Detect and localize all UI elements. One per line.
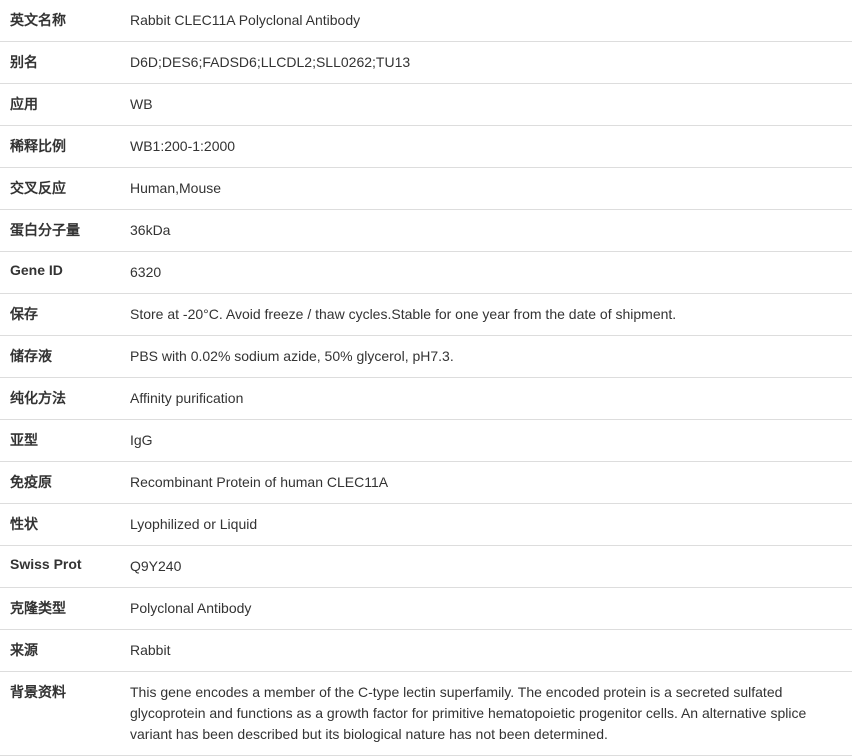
row-value: Store at -20°C. Avoid freeze / thaw cycl… — [130, 294, 852, 336]
table-row: 交叉反应 Human,Mouse — [0, 168, 852, 210]
row-value: 36kDa — [130, 210, 852, 252]
table-row: 储存液 PBS with 0.02% sodium azide, 50% gly… — [0, 336, 852, 378]
row-label: 免疫原 — [0, 462, 130, 504]
row-value: Q9Y240 — [130, 546, 852, 588]
table-row: 来源 Rabbit — [0, 630, 852, 672]
specifications-table: 英文名称 Rabbit CLEC11A Polyclonal Antibody … — [0, 0, 852, 756]
row-value: 6320 — [130, 252, 852, 294]
row-value: WB — [130, 84, 852, 126]
row-value: Lyophilized or Liquid — [130, 504, 852, 546]
row-label: 纯化方法 — [0, 378, 130, 420]
row-label: 性状 — [0, 504, 130, 546]
table-row: 稀释比例 WB1:200-1:2000 — [0, 126, 852, 168]
row-label: 亚型 — [0, 420, 130, 462]
table-row: Gene ID 6320 — [0, 252, 852, 294]
row-value: D6D;DES6;FADSD6;LLCDL2;SLL0262;TU13 — [130, 42, 852, 84]
row-value: Rabbit — [130, 630, 852, 672]
row-value: This gene encodes a member of the C-type… — [130, 672, 852, 756]
table-row: 性状 Lyophilized or Liquid — [0, 504, 852, 546]
table-row: 免疫原 Recombinant Protein of human CLEC11A — [0, 462, 852, 504]
row-label: 蛋白分子量 — [0, 210, 130, 252]
spec-table-body: 英文名称 Rabbit CLEC11A Polyclonal Antibody … — [0, 0, 852, 756]
table-row: 英文名称 Rabbit CLEC11A Polyclonal Antibody — [0, 0, 852, 42]
table-row: 保存 Store at -20°C. Avoid freeze / thaw c… — [0, 294, 852, 336]
row-label: 背景资料 — [0, 672, 130, 756]
row-value: Affinity purification — [130, 378, 852, 420]
table-row: 背景资料 This gene encodes a member of the C… — [0, 672, 852, 756]
row-label: 交叉反应 — [0, 168, 130, 210]
table-row: 蛋白分子量 36kDa — [0, 210, 852, 252]
row-label: 来源 — [0, 630, 130, 672]
table-row: 应用 WB — [0, 84, 852, 126]
row-label: Swiss Prot — [0, 546, 130, 588]
table-row: 亚型 IgG — [0, 420, 852, 462]
row-value: PBS with 0.02% sodium azide, 50% glycero… — [130, 336, 852, 378]
row-label: 储存液 — [0, 336, 130, 378]
row-label: 稀释比例 — [0, 126, 130, 168]
row-value: Polyclonal Antibody — [130, 588, 852, 630]
table-row: 别名 D6D;DES6;FADSD6;LLCDL2;SLL0262;TU13 — [0, 42, 852, 84]
row-label: Gene ID — [0, 252, 130, 294]
row-label: 别名 — [0, 42, 130, 84]
table-row: 克隆类型 Polyclonal Antibody — [0, 588, 852, 630]
table-row: Swiss Prot Q9Y240 — [0, 546, 852, 588]
row-value: Recombinant Protein of human CLEC11A — [130, 462, 852, 504]
row-value: Human,Mouse — [130, 168, 852, 210]
row-label: 应用 — [0, 84, 130, 126]
row-label: 保存 — [0, 294, 130, 336]
table-row: 纯化方法 Affinity purification — [0, 378, 852, 420]
row-label: 克隆类型 — [0, 588, 130, 630]
row-value: WB1:200-1:2000 — [130, 126, 852, 168]
row-value: IgG — [130, 420, 852, 462]
row-value: Rabbit CLEC11A Polyclonal Antibody — [130, 0, 852, 42]
row-label: 英文名称 — [0, 0, 130, 42]
